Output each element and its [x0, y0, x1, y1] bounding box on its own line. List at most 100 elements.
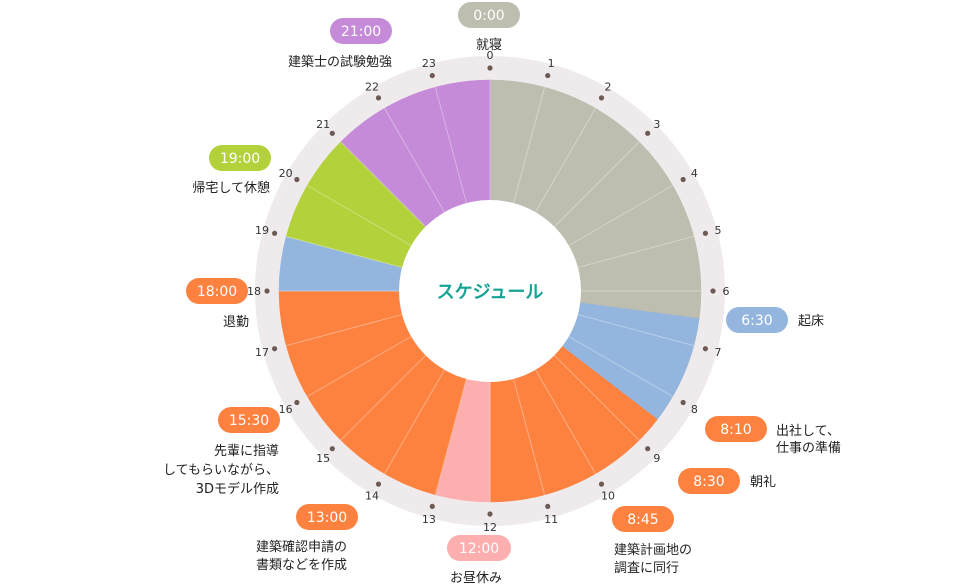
gridline-19: [286, 235, 403, 268]
hour-tick-4: 4: [691, 167, 698, 180]
hour-tick-0: 0: [487, 49, 494, 62]
hour-dot-8: [680, 399, 686, 406]
time-pill: [447, 535, 511, 561]
gridline-7: [577, 314, 694, 347]
hour-dot-15: [329, 446, 335, 452]
event-label-line: 朝礼: [750, 474, 776, 490]
hour-tick-5: 5: [714, 224, 721, 237]
gridline-11: [513, 378, 546, 495]
event-5: 12:00 お昼休み: [447, 535, 511, 584]
time-pill: [678, 468, 740, 494]
hour-tick-23: 23: [422, 57, 436, 70]
time-pill: [726, 307, 788, 333]
hour-tick-12: 12: [483, 521, 497, 534]
event-label-line: 3Dモデル作成: [196, 481, 279, 497]
hour-dot-2: [598, 95, 605, 101]
gridline-4: [568, 185, 673, 246]
hour-dot-7: [702, 346, 709, 352]
event-label-line: 帰宅して休憩: [192, 180, 270, 196]
time-pill: [330, 18, 392, 44]
time-pill-text: 8:45: [627, 512, 658, 528]
time-pill: [296, 504, 358, 530]
hour-tick-14: 14: [365, 489, 379, 502]
event-label-line: 就寝: [476, 37, 502, 53]
event-label-line: 書類などを作成: [256, 558, 347, 573]
chart-title: スケジュール: [437, 282, 544, 303]
hour-tick-8: 8: [691, 403, 698, 416]
event-label-line: 建築士の試験勉強: [288, 54, 392, 70]
event-label-line: 建築計画地の: [614, 542, 692, 558]
event-label-line: してもらいながら、: [163, 463, 279, 478]
hour-dot-0: [487, 65, 493, 71]
time-pill: [186, 278, 248, 304]
event-label-line: お昼休み: [450, 571, 502, 584]
hour-dot-21: [329, 130, 335, 136]
time-pill-text: 6:30: [741, 313, 772, 329]
time-pill-text: 18:00: [197, 284, 237, 300]
time-pill-text: 15:30: [229, 413, 269, 429]
hour-dot-3: [645, 130, 651, 136]
event-10: 21:00 建築士の試験勉強: [288, 18, 392, 70]
hour-dot-23: [429, 72, 435, 79]
time-pill-text: 13:00: [307, 510, 347, 526]
time-pill-text: 8:30: [693, 474, 724, 490]
gridline-17: [286, 314, 403, 347]
hour-dot-11: [545, 503, 551, 510]
hour-tick-6: 6: [723, 285, 730, 298]
time-pill-text: 0:00: [473, 8, 504, 24]
gridline-8: [568, 336, 673, 397]
hour-tick-22: 22: [365, 81, 379, 94]
hour-tick-15: 15: [316, 452, 330, 465]
event-label-line: 出社して、: [776, 423, 840, 439]
hour-dot-12: [487, 511, 493, 517]
hour-tick-18: 18: [247, 285, 261, 298]
hour-tick-3: 3: [653, 118, 660, 131]
hour-tick-20: 20: [279, 167, 293, 180]
hour-tick-11: 11: [544, 513, 558, 526]
time-pill: [218, 407, 280, 433]
event-0: 0:00 就寝: [458, 2, 520, 53]
hour-dot-5: [702, 230, 709, 236]
time-pill: [612, 506, 674, 532]
gridline-13: [434, 378, 467, 495]
hour-tick-16: 16: [279, 403, 293, 416]
event-label-line: 調査に同行: [614, 561, 679, 576]
hour-dot-6: [710, 288, 716, 294]
gridline-16: [307, 336, 412, 397]
hour-dot-20: [294, 176, 300, 183]
gridline-1: [513, 87, 546, 204]
event-1: 6:30 起床: [726, 307, 824, 333]
event-labels: 0:00 就寝 6:30 起床 8:10 出社して、仕事の準備 8:30 朝礼 8:45 建築計画…: [163, 2, 841, 584]
hour-tick-17: 17: [255, 346, 269, 359]
gridline-9: [553, 354, 640, 441]
gridline-15: [340, 354, 427, 441]
time-pill-text: 8:10: [720, 422, 751, 438]
event-label-line: 退勤: [223, 315, 249, 330]
hour-tick-9: 9: [653, 452, 660, 465]
event-9: 19:00 帰宅して休憩: [192, 145, 271, 196]
hour-dot-9: [645, 446, 651, 452]
event-3: 8:30 朝礼: [678, 468, 776, 494]
center-hole: [399, 200, 581, 382]
gridline-20: [307, 185, 412, 246]
hour-dot-19: [271, 230, 278, 236]
time-pill: [705, 416, 767, 442]
hour-tick-2: 2: [605, 81, 612, 94]
gridline-22: [384, 108, 445, 213]
gridline-23: [434, 87, 467, 204]
event-label-line: 先輩に指導: [214, 444, 279, 459]
hour-tick-13: 13: [422, 513, 436, 526]
gridline-21: [340, 141, 427, 228]
hour-tick-7: 7: [714, 346, 721, 359]
hour-tick-1: 1: [548, 57, 555, 70]
hour-dot-14: [375, 481, 382, 487]
hour-dot-13: [429, 503, 435, 510]
hour-dot-10: [598, 481, 605, 487]
hour-dot-4: [680, 176, 686, 183]
hour-dot-18: [264, 288, 270, 294]
hour-gridlines: [279, 80, 701, 502]
